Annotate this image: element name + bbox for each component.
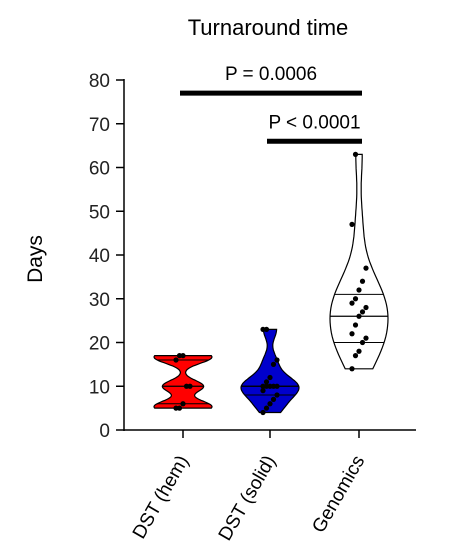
x-tick-label: Genomics — [308, 452, 369, 537]
p-value-label: P = 0.0006 — [225, 64, 317, 85]
x-axis: DST (hem) DST (solid) Genomics — [124, 429, 416, 544]
significance-annotations: P = 0.0006 P < 0.0001 — [180, 64, 362, 144]
y-tick-label: 10 — [89, 377, 110, 398]
data-point — [359, 309, 366, 315]
data-point — [267, 374, 273, 381]
data-point — [352, 353, 359, 359]
p-value-label: P < 0.0001 — [268, 112, 360, 133]
data-point — [356, 287, 362, 293]
y-tick-label: 0 — [99, 421, 110, 442]
data-point — [352, 151, 359, 157]
data-point — [260, 409, 266, 416]
y-tick-label: 20 — [89, 334, 110, 355]
data-point — [352, 322, 359, 328]
data-point — [187, 383, 193, 389]
data-point — [260, 388, 266, 394]
y-tick-label: 40 — [89, 246, 110, 267]
data-point — [176, 405, 183, 411]
data-point — [359, 278, 366, 284]
data-point — [263, 405, 270, 411]
data-point — [349, 221, 355, 227]
violin-body — [329, 153, 389, 370]
data-point — [274, 383, 280, 389]
data-point — [270, 396, 277, 402]
data-point — [260, 383, 266, 389]
y-tick-label: 50 — [89, 202, 110, 223]
data-point — [180, 401, 186, 407]
y-tick-label: 30 — [89, 290, 110, 311]
data-point — [363, 335, 369, 341]
data-point — [180, 353, 186, 359]
violin-body — [240, 328, 300, 414]
chart-title: Turnaround time — [188, 15, 349, 40]
data-point — [349, 366, 355, 372]
data-point — [349, 331, 355, 337]
x-tick-label: DST (hem) — [129, 452, 193, 543]
data-point — [363, 304, 369, 311]
violin-body — [153, 355, 213, 409]
data-point — [173, 357, 179, 363]
data-point — [349, 300, 355, 306]
data-point — [274, 357, 280, 363]
data-point — [352, 296, 359, 302]
y-tick-label: 80 — [89, 71, 110, 92]
data-point — [270, 361, 277, 367]
y-axis: 0 10 20 30 40 50 60 70 80 — [89, 71, 125, 442]
data-point — [263, 379, 270, 385]
data-point — [356, 348, 362, 354]
data-point — [359, 339, 366, 346]
data-point — [267, 401, 273, 407]
data-point — [274, 392, 280, 398]
violins — [153, 151, 389, 416]
data-point — [363, 265, 369, 271]
x-tick-label: DST (solid) — [215, 452, 281, 544]
y-tick-label: 70 — [89, 115, 110, 136]
y-tick-label: 60 — [89, 159, 110, 180]
data-point — [263, 326, 270, 332]
y-axis-label: Days — [24, 235, 47, 283]
data-point — [356, 313, 362, 319]
